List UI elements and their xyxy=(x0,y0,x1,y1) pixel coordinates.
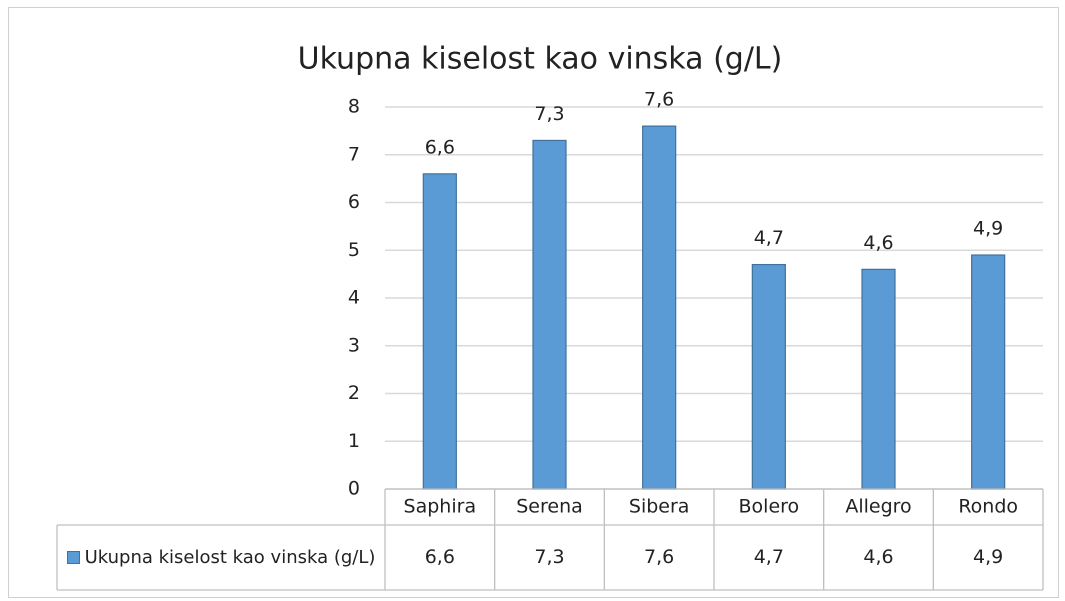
y-tick-label: 6 xyxy=(348,191,360,213)
x-tick-label: Bolero xyxy=(739,496,800,518)
data-label: 4,6 xyxy=(863,232,893,254)
legend-label: Ukupna kiselost kao vinska (g/L) xyxy=(84,546,376,568)
x-tick-label: Rondo xyxy=(958,496,1018,518)
data-label: 6,6 xyxy=(425,136,455,158)
bar xyxy=(642,125,677,490)
data-label: 4,7 xyxy=(754,227,784,249)
table-value: 4,7 xyxy=(754,546,784,568)
table-value: 7,6 xyxy=(644,546,674,568)
table-value: 4,6 xyxy=(863,546,893,568)
x-tick-label: Sibera xyxy=(629,496,690,518)
x-tick-label: Serena xyxy=(516,496,583,518)
legend-swatch xyxy=(66,551,80,564)
table-value: 4,9 xyxy=(973,546,1003,568)
bar xyxy=(751,263,786,490)
y-tick-label: 8 xyxy=(348,96,360,118)
bar xyxy=(861,268,896,490)
x-tick-label: Allegro xyxy=(845,496,911,518)
y-tick-label: 5 xyxy=(348,239,360,261)
y-tick-label: 4 xyxy=(348,287,360,309)
y-tick-label: 1 xyxy=(348,430,360,452)
y-tick-label: 7 xyxy=(348,143,360,165)
bar xyxy=(532,139,567,490)
y-tick-label: 2 xyxy=(348,382,360,404)
legend-entry: Ukupna kiselost kao vinska (g/L) xyxy=(61,525,381,590)
bar xyxy=(422,173,457,490)
x-tick-label: Saphira xyxy=(404,496,477,518)
data-label: 4,9 xyxy=(973,218,1003,240)
y-tick-label: 0 xyxy=(348,478,360,500)
legend-cell: Ukupna kiselost kao vinska (g/L) xyxy=(61,525,381,590)
data-label: 7,3 xyxy=(534,103,564,125)
data-label: 7,6 xyxy=(644,89,674,111)
table-value: 7,3 xyxy=(534,546,564,568)
table-value: 6,6 xyxy=(425,546,455,568)
bar xyxy=(971,254,1006,490)
y-tick-label: 3 xyxy=(348,334,360,356)
chart-title: Ukupna kiselost kao vinska (g/L) xyxy=(298,42,783,77)
